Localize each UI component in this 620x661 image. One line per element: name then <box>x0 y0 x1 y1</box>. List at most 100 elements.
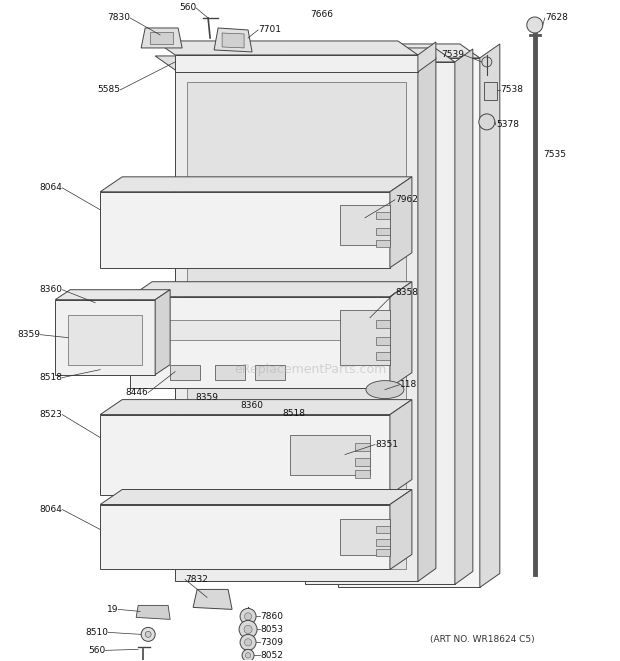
Text: 8446: 8446 <box>125 388 148 397</box>
Polygon shape <box>155 41 418 55</box>
Text: (ART NO. WR18624 C5): (ART NO. WR18624 C5) <box>430 635 534 644</box>
Polygon shape <box>340 310 390 365</box>
Text: 8518: 8518 <box>39 373 62 382</box>
Polygon shape <box>193 590 232 609</box>
Polygon shape <box>100 400 412 414</box>
Polygon shape <box>222 33 244 48</box>
Polygon shape <box>355 443 370 451</box>
Polygon shape <box>55 290 170 299</box>
Circle shape <box>244 625 252 633</box>
Polygon shape <box>130 282 412 297</box>
Text: 7628: 7628 <box>545 13 568 22</box>
Circle shape <box>141 627 155 641</box>
Text: 7701: 7701 <box>258 26 281 34</box>
Polygon shape <box>390 282 412 387</box>
Polygon shape <box>290 434 370 475</box>
Polygon shape <box>68 315 142 365</box>
Polygon shape <box>376 539 390 547</box>
Text: 8064: 8064 <box>39 505 62 514</box>
Circle shape <box>239 621 257 639</box>
Polygon shape <box>100 490 412 504</box>
Circle shape <box>479 114 495 130</box>
Text: 8358: 8358 <box>395 288 418 297</box>
Text: 8360: 8360 <box>240 401 263 410</box>
Text: 5378: 5378 <box>496 120 519 130</box>
Polygon shape <box>187 82 406 569</box>
Polygon shape <box>390 400 412 494</box>
Text: 7860: 7860 <box>260 612 283 621</box>
Text: 8359: 8359 <box>195 393 218 402</box>
Text: 560: 560 <box>88 646 105 655</box>
Text: 118: 118 <box>400 380 417 389</box>
Polygon shape <box>340 520 390 555</box>
Polygon shape <box>100 504 390 569</box>
Text: 8052: 8052 <box>260 651 283 660</box>
Polygon shape <box>136 605 170 619</box>
Ellipse shape <box>366 381 404 399</box>
Polygon shape <box>130 297 390 387</box>
Circle shape <box>527 17 542 33</box>
Polygon shape <box>150 32 173 44</box>
Polygon shape <box>100 414 390 494</box>
Text: 7538: 7538 <box>500 85 523 95</box>
Text: 7309: 7309 <box>260 638 283 647</box>
Polygon shape <box>376 228 390 235</box>
Text: 8351: 8351 <box>375 440 398 449</box>
Polygon shape <box>175 55 418 72</box>
Circle shape <box>244 639 252 646</box>
Polygon shape <box>418 57 436 582</box>
Text: 7666: 7666 <box>310 11 333 19</box>
Polygon shape <box>455 49 473 584</box>
Polygon shape <box>480 44 500 588</box>
Text: 8518: 8518 <box>282 409 305 418</box>
Polygon shape <box>376 549 390 557</box>
Text: 8510: 8510 <box>85 628 108 637</box>
Circle shape <box>244 613 252 620</box>
Polygon shape <box>305 62 455 584</box>
Text: eReplacementParts.com: eReplacementParts.com <box>234 363 386 376</box>
Polygon shape <box>215 365 245 379</box>
Polygon shape <box>376 212 390 219</box>
Polygon shape <box>214 28 252 52</box>
Polygon shape <box>155 56 418 70</box>
Text: 5585: 5585 <box>97 85 120 95</box>
Text: 8360: 8360 <box>39 285 62 294</box>
Text: 8064: 8064 <box>39 183 62 192</box>
Polygon shape <box>376 526 390 533</box>
Polygon shape <box>100 177 412 192</box>
Text: 7830: 7830 <box>107 13 130 22</box>
Text: 19: 19 <box>107 605 118 614</box>
Text: 7539: 7539 <box>441 50 464 59</box>
Polygon shape <box>255 365 285 379</box>
Circle shape <box>482 57 492 67</box>
Polygon shape <box>318 44 480 58</box>
Text: 8053: 8053 <box>260 625 283 634</box>
Text: 8359: 8359 <box>17 330 40 339</box>
Polygon shape <box>170 365 200 379</box>
Text: 8523: 8523 <box>39 410 62 419</box>
Polygon shape <box>141 28 182 48</box>
Polygon shape <box>390 490 412 569</box>
Text: 7535: 7535 <box>542 150 566 159</box>
Polygon shape <box>376 336 390 344</box>
Polygon shape <box>390 177 412 268</box>
Polygon shape <box>355 469 370 477</box>
Polygon shape <box>376 240 390 247</box>
Polygon shape <box>340 205 390 245</box>
Polygon shape <box>338 58 480 588</box>
Polygon shape <box>155 320 370 340</box>
Circle shape <box>240 635 256 650</box>
Polygon shape <box>175 70 418 582</box>
Circle shape <box>242 649 254 661</box>
Polygon shape <box>100 192 390 268</box>
Polygon shape <box>285 48 455 62</box>
Text: 7832: 7832 <box>185 575 208 584</box>
Polygon shape <box>418 42 436 72</box>
Polygon shape <box>376 320 390 328</box>
Polygon shape <box>55 299 155 375</box>
Polygon shape <box>355 457 370 465</box>
Text: 7962: 7962 <box>395 195 418 204</box>
Circle shape <box>145 631 151 637</box>
Text: 560: 560 <box>179 3 196 13</box>
Polygon shape <box>484 82 497 100</box>
